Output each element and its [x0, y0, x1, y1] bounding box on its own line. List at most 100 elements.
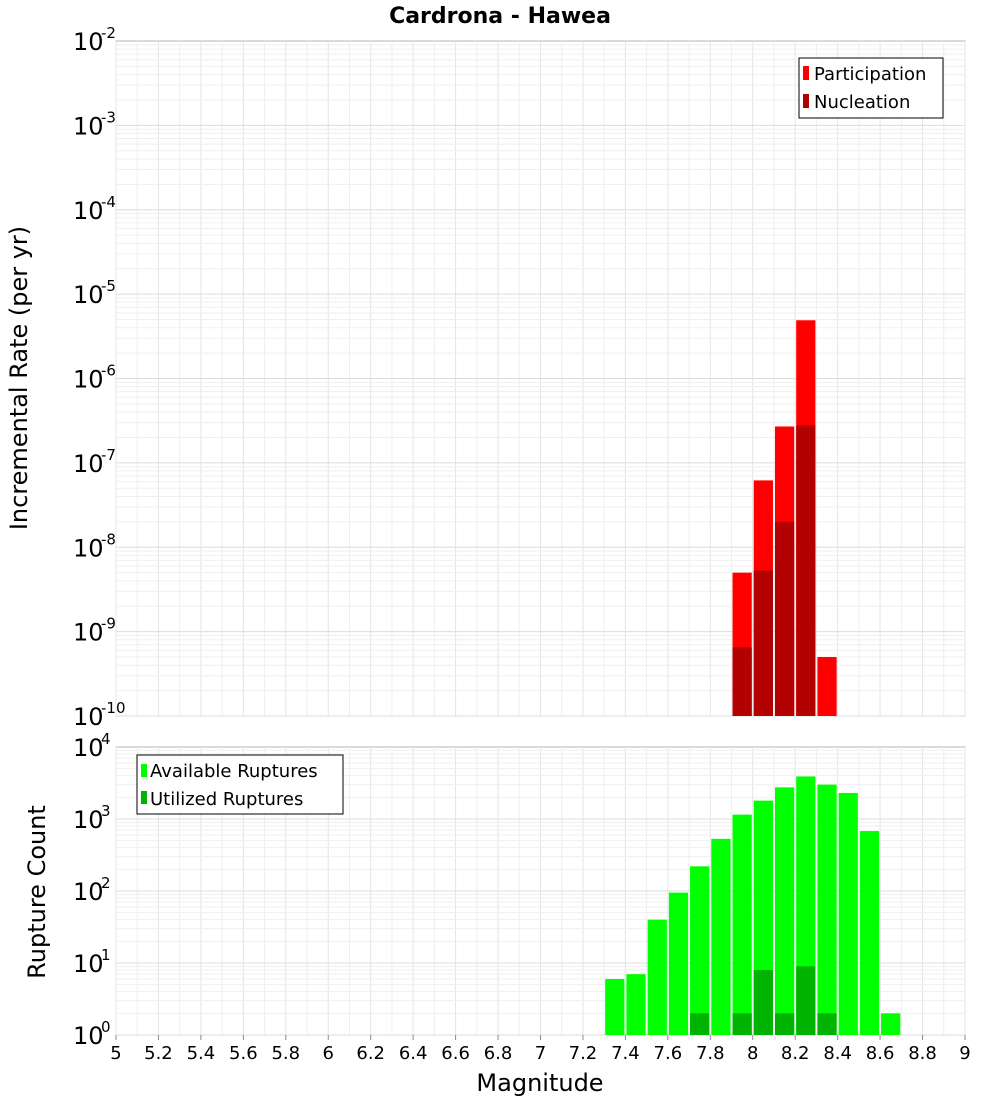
y-tick-base: 10 [73, 197, 104, 225]
y-tick-base: 10 [73, 878, 104, 906]
utilized-ruptures-bar [690, 1013, 710, 1035]
y-tick-label: 10-5 [73, 277, 116, 309]
x-tick-label: 6 [323, 1043, 334, 1064]
chart-title: Cardrona - Hawea [389, 4, 611, 29]
x-tick-label: 8.4 [823, 1043, 852, 1064]
y-tick-label: 10-9 [73, 615, 116, 647]
y-tick-label: 102 [73, 874, 111, 906]
y-tick-base: 10 [73, 281, 104, 309]
y-tick-exponent: 2 [101, 874, 111, 892]
utilized-ruptures-bar [817, 1013, 837, 1035]
y-tick-label: 104 [73, 730, 111, 762]
x-tick-label: 8.6 [866, 1043, 895, 1064]
available-ruptures-bar [881, 1013, 901, 1035]
y-tick-label: 101 [73, 946, 111, 978]
x-tick-label: 7 [535, 1043, 546, 1064]
y-tick-exponent: -2 [101, 24, 116, 42]
utilized-ruptures-bar [753, 969, 773, 1035]
y-tick-base: 10 [73, 28, 104, 56]
y-tick-base: 10 [73, 450, 104, 478]
y-tick-exponent: -9 [101, 615, 116, 633]
legend-label-available: Available Ruptures [150, 761, 318, 782]
x-tick-label: 6.2 [356, 1043, 385, 1064]
y-tick-base: 10 [73, 534, 104, 562]
x-ticks: 5 5.2 5.4 5.6 5.8 6 6.2 6.4 6.6 6.8 7 7.2 7.4 7.6 7.8 8… [110, 1035, 971, 1064]
y-tick-label: 10-7 [73, 446, 116, 478]
utilized-ruptures-bar [732, 1013, 752, 1035]
y-tick-base: 10 [73, 734, 104, 762]
count-y-axis-label: Rupture Count [23, 805, 51, 979]
y-tick-label: 103 [73, 802, 111, 834]
rate-gridlines [115, 41, 966, 717]
x-tick-label: 7.6 [654, 1043, 683, 1064]
x-tick-label: 6.8 [484, 1043, 513, 1064]
legend-swatch-nucleation [803, 94, 809, 108]
x-tick-label: 8.8 [908, 1043, 937, 1064]
count-legend-box [136, 754, 344, 815]
rate-y-axis-label: Incremental Rate (per yr) [5, 226, 33, 530]
available-ruptures-bar [774, 787, 795, 1035]
y-tick-base: 10 [73, 950, 104, 978]
available-ruptures-bar [838, 792, 858, 1035]
y-tick-exponent: -4 [101, 193, 116, 211]
rate-bars [732, 320, 837, 716]
y-tick-exponent: 4 [101, 730, 111, 748]
legend-swatch-participation [803, 66, 809, 80]
utilized-ruptures-bar [796, 966, 816, 1035]
y-tick-label: 10-8 [73, 530, 116, 562]
y-tick-base: 10 [73, 112, 104, 140]
rate-legend-box [798, 57, 944, 119]
x-tick-label: 7.2 [569, 1043, 598, 1064]
participation-bar [817, 657, 837, 716]
available-ruptures-bar [711, 838, 731, 1035]
y-tick-exponent: -10 [101, 699, 126, 717]
available-ruptures-bar [647, 919, 667, 1035]
rate-legend: Participation Nucleation [798, 57, 944, 119]
nucleation-bar [774, 521, 795, 716]
available-ruptures-bar [668, 892, 689, 1035]
x-tick-label: 5.6 [229, 1043, 258, 1064]
count-bars [605, 776, 901, 1035]
available-ruptures-bar [859, 831, 880, 1035]
y-tick-label: 100 [73, 1018, 111, 1050]
nucleation-bar [753, 570, 773, 716]
x-tick-label: 8 [747, 1043, 758, 1064]
y-tick-label: 10-2 [73, 24, 116, 56]
available-ruptures-bar [690, 866, 710, 1035]
y-tick-exponent: 0 [101, 1018, 111, 1036]
y-tick-exponent: 3 [101, 802, 111, 820]
legend-label-participation: Participation [814, 64, 926, 85]
x-axis-label: Magnitude [476, 1069, 603, 1097]
x-tick-label: 6.6 [441, 1043, 470, 1064]
x-tick-label: 8.2 [781, 1043, 810, 1064]
available-ruptures-bar [626, 974, 646, 1035]
y-tick-exponent: -3 [101, 108, 116, 126]
x-tick-label: 5.4 [187, 1043, 216, 1064]
y-tick-base: 10 [73, 703, 104, 731]
nucleation-bar [796, 425, 816, 716]
y-tick-label: 10-10 [73, 699, 126, 731]
y-tick-base: 10 [73, 1022, 104, 1050]
count-legend: Available Ruptures Utilized Ruptures [136, 754, 344, 815]
y-tick-label: 10-3 [73, 108, 116, 140]
x-tick-label: 6.4 [399, 1043, 428, 1064]
y-tick-label: 10-4 [73, 193, 116, 225]
legend-swatch-available [141, 764, 147, 777]
x-tick-label: 9 [959, 1043, 970, 1064]
y-tick-label: 10-6 [73, 362, 116, 394]
y-tick-base: 10 [73, 806, 104, 834]
legend-label-nucleation: Nucleation [814, 92, 910, 113]
x-tick-label: 7.8 [696, 1043, 725, 1064]
nucleation-bar [732, 647, 752, 716]
utilized-ruptures-bar [774, 1013, 795, 1035]
y-tick-base: 10 [73, 366, 104, 394]
y-tick-exponent: -6 [101, 362, 116, 380]
available-ruptures-bar [817, 784, 837, 1035]
available-ruptures-bar [732, 814, 752, 1035]
y-tick-base: 10 [73, 619, 104, 647]
